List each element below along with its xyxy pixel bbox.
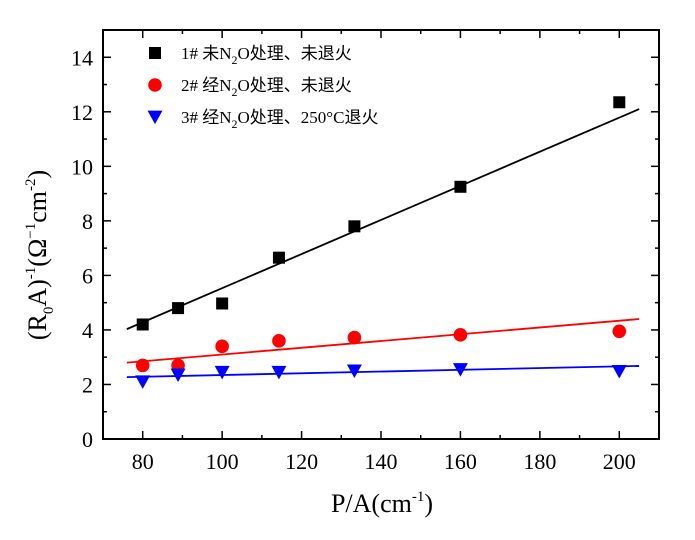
fit-lines	[126, 108, 640, 379]
x-tick-label: 100	[206, 449, 239, 474]
y-title-part-4: cm	[23, 191, 52, 223]
data-point-series-2	[215, 339, 229, 354]
legend-label-part: O处理、250°C退火	[238, 108, 379, 127]
y-tick-label: 4	[82, 318, 93, 343]
x-axis-title: P/A(cm-1)	[331, 489, 433, 518]
data-point-series-1	[454, 180, 467, 193]
y-title-part-5: )	[23, 170, 52, 179]
x-tick-label: 160	[444, 449, 477, 474]
y-tick-label: 2	[82, 372, 93, 397]
data-point-series-3	[214, 365, 230, 380]
x-tick-label: 180	[523, 449, 556, 474]
data-point-series-1	[136, 318, 149, 331]
y-tick-label: 14	[71, 45, 93, 70]
data-point-series-1	[613, 96, 626, 109]
legend-label-part: 2# 经N	[181, 76, 232, 95]
y-title-sup-2: −1	[23, 223, 39, 239]
fit-line-series-1	[126, 108, 640, 330]
data-point-series-2	[453, 328, 468, 342]
y-title-sup-3: -2	[23, 179, 39, 192]
x-axis-title-sup: -1	[412, 489, 425, 505]
y-axis-title: (R0A)-1(Ω−1cm-2)	[23, 170, 57, 340]
y-tick-label: 8	[82, 209, 93, 234]
data-point-series-3	[452, 363, 468, 377]
y-title-part-1: (R	[23, 314, 52, 341]
x-tick-label: 200	[603, 449, 636, 474]
data-point-series-2	[272, 334, 286, 348]
legend-label-part: 1# 未N	[181, 44, 232, 63]
data-point-series-1	[172, 302, 185, 315]
legend-label-subscript: 2	[232, 53, 238, 67]
legend-label-series-1: 1# 未N2O处理、未退火	[181, 44, 352, 67]
axes: 80 100 120 140 160 180 200 0 2 4 6 8 10 12 14	[71, 29, 660, 474]
legend-label-series-2: 2# 经N2O处理、未退火	[181, 76, 352, 99]
data-point-series-2	[347, 330, 362, 345]
legend-label-part: 3# 经N	[181, 108, 232, 127]
x-tick-label: 140	[365, 449, 398, 474]
legend-label-subscript: 2	[232, 117, 238, 131]
data-markers	[135, 96, 627, 389]
data-point-series-3	[135, 375, 151, 389]
data-point-series-3	[346, 364, 362, 378]
x-tick-label: 80	[132, 449, 154, 474]
data-point-series-2	[135, 358, 150, 373]
legend-label-part: O处理、未退火	[238, 76, 352, 95]
legend-marker-series-2	[148, 78, 162, 92]
y-title-part-2: A)	[23, 279, 52, 306]
x-axis-title-main: P/A(cm	[331, 489, 412, 518]
y-tick-label: 0	[82, 427, 93, 452]
legend-label-subscript: 2	[232, 85, 238, 99]
data-point-series-3	[611, 365, 627, 379]
data-point-series-1	[272, 251, 285, 264]
fit-line-series-3	[126, 365, 640, 379]
data-point-series-1	[216, 297, 229, 310]
y-title-sub-0: 0	[41, 307, 57, 315]
y-title-part-3: (Ω	[23, 239, 52, 267]
legend-label-series-3: 3# 经N2O处理、250°C退火	[181, 108, 378, 131]
y-title-sup-1: -1	[23, 267, 39, 280]
data-point-series-3	[271, 365, 287, 380]
data-point-series-1	[348, 220, 361, 233]
x-axis-title-tail: )	[424, 489, 433, 518]
y-tick-label: 10	[71, 154, 93, 179]
fit-line-series-2	[126, 318, 640, 364]
legend-marker-series-1	[149, 47, 161, 59]
x-tick-label: 120	[285, 449, 318, 474]
data-point-series-3	[170, 368, 186, 383]
legend-marker-series-3	[147, 110, 163, 125]
data-point-series-2	[612, 324, 627, 339]
y-tick-label: 12	[71, 100, 93, 125]
legend-label-part: O处理、未退火	[238, 44, 352, 63]
y-tick-label: 6	[82, 263, 93, 288]
